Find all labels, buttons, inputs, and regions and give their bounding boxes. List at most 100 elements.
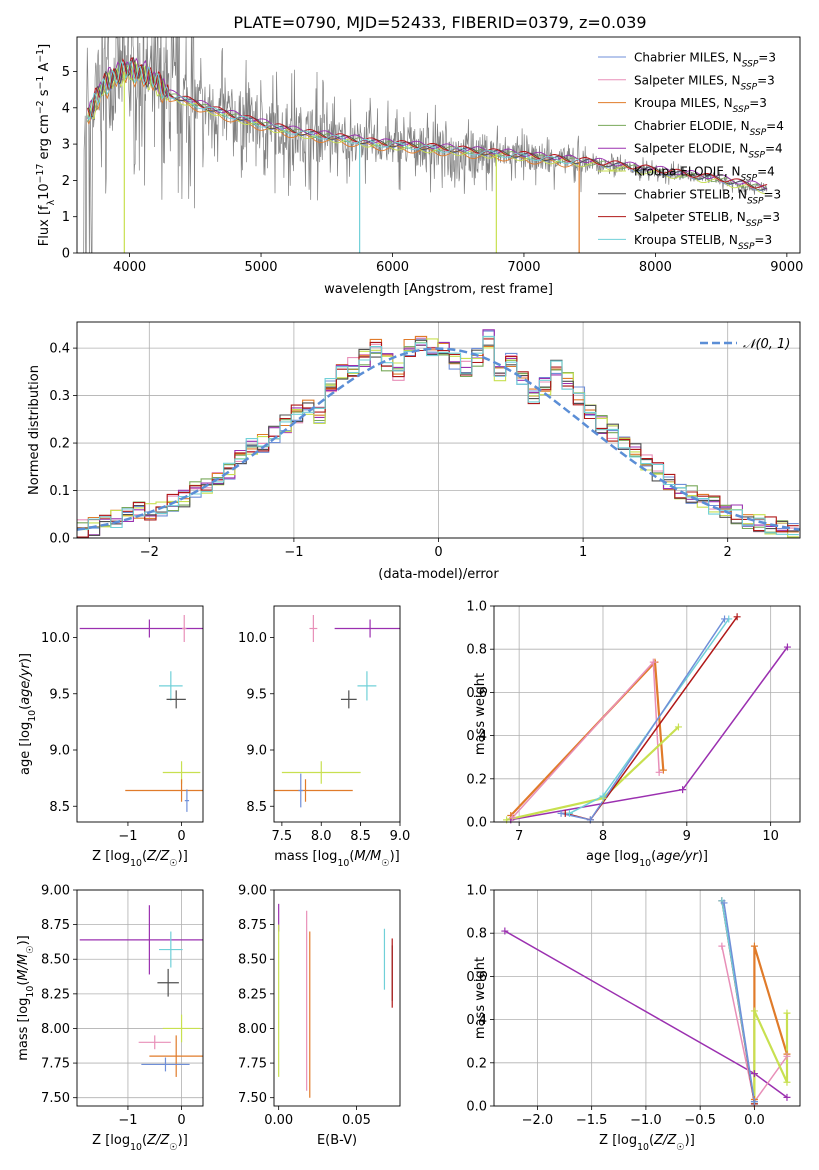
x-axis-label: E(B-V) xyxy=(317,1133,357,1148)
x-tick-label: 8 xyxy=(599,829,607,844)
axes-frame xyxy=(273,605,401,823)
y-tick-label: 7.50 xyxy=(41,1091,70,1106)
axes-frame xyxy=(273,889,401,1107)
y-axis-label: mass weight xyxy=(473,957,488,1039)
weight-marker xyxy=(733,613,741,621)
y-tick-label: 0.4 xyxy=(466,729,487,744)
panel-mass_vs_ebv: 0.00 0.05 7.50 7.75 8.00 8.25 8.50 8.75 9.00 E(B-… xyxy=(238,884,401,1148)
x-tick-label: 0.05 xyxy=(342,1113,371,1128)
y-axis-label: age [log10(age/yr)] xyxy=(18,653,38,775)
weight-line xyxy=(511,660,660,819)
gaussian-curve xyxy=(77,347,800,531)
x-tick-label: 5000 xyxy=(244,260,277,275)
weight-marker xyxy=(783,1009,791,1017)
x-tick-label: 7000 xyxy=(507,260,540,275)
legend-label: Salpeter MILES, NSSP=3 xyxy=(634,73,775,92)
y-tick-label: 9.0 xyxy=(49,744,70,759)
x-tick-label: 9.0 xyxy=(390,829,411,844)
model-spectrum-line xyxy=(87,64,580,168)
axes-frame xyxy=(76,36,801,254)
y-axis-label: mass [log10(M/M☉)] xyxy=(16,935,36,1061)
weight-marker xyxy=(649,658,657,666)
weight-marker xyxy=(750,942,758,950)
x-tick-label: 0 xyxy=(177,1113,185,1128)
weight-marker xyxy=(501,927,509,935)
panel-age_vs_mass: 7.5 8.0 8.5 9.0 8.5 9.0 9.5 10.0 mass [log10(M/M… xyxy=(238,605,411,869)
legend-label: Salpeter STELIB, NSSP=3 xyxy=(634,210,780,229)
weight-marker xyxy=(720,899,728,907)
y-axis-label: mass weight xyxy=(473,673,488,755)
y-tick-label: 0.3 xyxy=(49,389,70,404)
y-tick-label: 9.00 xyxy=(238,884,267,899)
x-tick-label: 6000 xyxy=(376,260,409,275)
x-tick-label: −1 xyxy=(118,829,137,844)
axes-frame xyxy=(76,321,801,539)
y-tick-label: 5 xyxy=(62,65,70,80)
weight-line xyxy=(565,616,738,821)
observed-spectrum xyxy=(83,37,768,253)
model-spectrum-line xyxy=(87,59,580,165)
y-tick-label: 7.50 xyxy=(238,1091,267,1106)
plot-area xyxy=(79,905,203,1077)
x-tick-label: −1 xyxy=(284,545,303,560)
weight-line xyxy=(509,659,665,817)
x-tick-label: 7 xyxy=(515,829,523,844)
y-tick-label: 0.0 xyxy=(466,816,487,831)
model-spectrum-line xyxy=(87,56,768,189)
y-tick-label: 0.2 xyxy=(49,437,70,452)
y-tick-label: 0.1 xyxy=(49,484,70,499)
figure-title: PLATE=0790, MJD=52433, FIBERID=0379, z=0… xyxy=(233,13,646,32)
y-tick-label: 8.75 xyxy=(41,918,70,933)
x-tick-label: 9000 xyxy=(770,260,803,275)
plot-area xyxy=(77,329,800,538)
x-tick-label: 2 xyxy=(724,545,732,560)
x-tick-label: 0.0 xyxy=(744,1113,765,1128)
legend: Chabrier MILES, NSSP=3 Salpeter MILES, NS… xyxy=(598,51,784,252)
axes-frame xyxy=(76,605,204,823)
x-tick-label: −2 xyxy=(140,545,159,560)
legend-label: Kroupa MILES, NSSP=3 xyxy=(634,96,767,115)
y-tick-label: 8.00 xyxy=(238,1022,267,1037)
panel-residuals: −2 −1 0 1 2 0.0 0.1 0.2 0.3 0.4 𝒩(0, 1) (data-model… xyxy=(27,321,801,582)
weight-marker xyxy=(783,643,791,651)
x-tick-label: 0.00 xyxy=(264,1113,293,1128)
weight-line xyxy=(753,1010,789,1104)
weight-marker xyxy=(750,1070,758,1078)
weight-marker xyxy=(679,786,687,794)
y-tick-label: 0 xyxy=(62,247,70,262)
x-axis-label: Z [log10(Z/Z☉)] xyxy=(599,1133,695,1153)
panel-mass_vs_Z: −1 0 7.50 7.75 8.00 8.25 8.50 8.75 9.00 Z [log10(… xyxy=(16,884,204,1153)
plot-area xyxy=(79,615,203,812)
y-tick-label: 10.0 xyxy=(238,631,267,646)
y-tick-label: 2 xyxy=(62,174,70,189)
y-tick-label: 8.25 xyxy=(41,987,70,1002)
panel-weight_vs_age: 7 8 9 10 0.0 0.2 0.4 0.6 0.8 1.0 mass weight age [l… xyxy=(466,600,801,869)
x-axis-label: Z [log10(Z/Z☉)] xyxy=(92,849,188,869)
plot-area xyxy=(278,903,393,1098)
axes-frame xyxy=(493,889,801,1107)
plot-area xyxy=(506,616,789,821)
panel-weight_vs_Z: −2.0 −1.5 −1.0 −0.5 0.0 0.0 0.2 0.4 0.6 0.8 1.0 mas… xyxy=(466,884,801,1153)
y-tick-label: 0.4 xyxy=(49,342,70,357)
legend-label: Chabrier STELIB, NSSP=3 xyxy=(634,187,781,206)
x-axis-label: Z [log10(Z/Z☉)] xyxy=(92,1133,188,1153)
plot-area xyxy=(274,615,400,808)
legend-label: Chabrier MILES, NSSP=3 xyxy=(634,51,776,70)
x-tick-label: 8.0 xyxy=(311,829,332,844)
y-tick-label: 7.75 xyxy=(41,1057,70,1072)
axes-frame xyxy=(76,889,204,1107)
y-tick-label: 1 xyxy=(62,210,70,225)
x-tick-label: 1 xyxy=(579,545,587,560)
x-tick-label: −2.0 xyxy=(522,1113,554,1128)
y-tick-label: 0.8 xyxy=(466,927,487,942)
y-tick-label: 8.25 xyxy=(238,987,267,1002)
x-axis-label: mass [log10(M/M☉)] xyxy=(274,849,400,869)
weight-marker xyxy=(508,814,516,822)
model-spectrum-line xyxy=(87,56,768,191)
weight-marker xyxy=(721,615,729,623)
weight-marker xyxy=(750,1007,758,1015)
y-tick-label: 9.5 xyxy=(246,687,267,702)
axes-frame xyxy=(493,605,801,823)
weight-line xyxy=(510,646,789,821)
